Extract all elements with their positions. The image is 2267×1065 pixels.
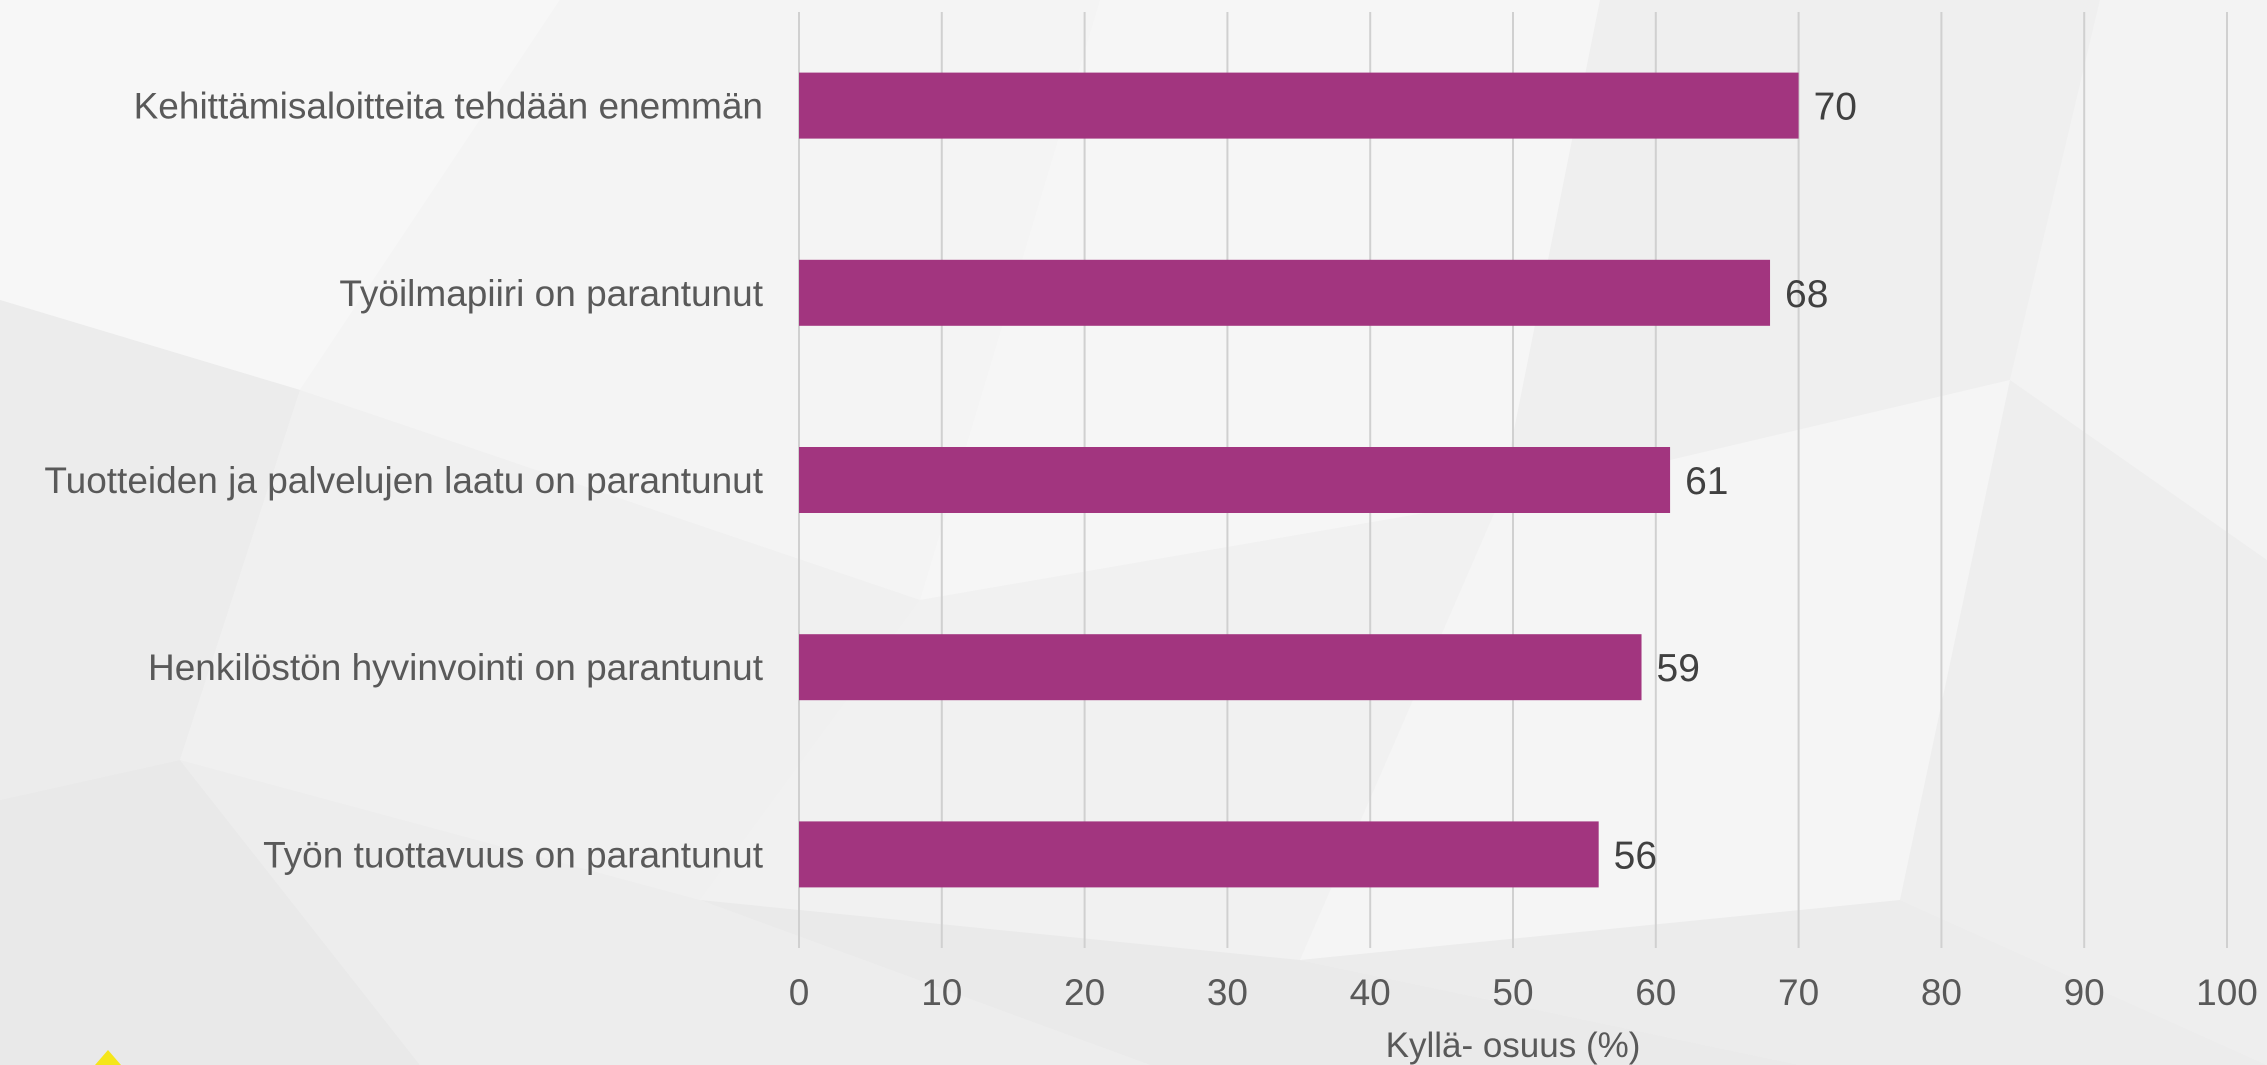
x-tick-label: 0 (789, 972, 810, 1013)
data-label: 56 (1614, 834, 1657, 877)
category-label: Kehittämisaloitteita tehdään enemmän (134, 86, 763, 127)
bars (799, 72, 1799, 888)
data-label: 59 (1657, 647, 1700, 690)
x-tick-label: 90 (2064, 972, 2105, 1013)
bar (799, 72, 1799, 139)
bar (799, 259, 1771, 326)
bar (799, 821, 1599, 888)
x-tick-label: 80 (1921, 972, 1962, 1013)
category-label: Työn tuottavuus on parantunut (263, 834, 764, 875)
data-labels: 70 68 61 59 56 (1614, 86, 1857, 878)
category-label: Tuotteiden ja palvelujen laatu on parant… (44, 460, 763, 501)
bar (799, 634, 1642, 701)
x-tick-label: 60 (1635, 972, 1676, 1013)
bar (799, 447, 1671, 513)
x-tick-label: 100 (2196, 972, 2258, 1013)
data-label: 70 (1814, 86, 1857, 129)
x-tick-label: 20 (1064, 972, 1105, 1013)
category-label: Työilmapiiri on parantunut (339, 273, 763, 314)
x-tick-label: 70 (1778, 972, 1819, 1013)
data-label: 61 (1685, 460, 1728, 503)
category-label: Henkilöstön hyvinvointi on parantunut (148, 647, 764, 688)
category-labels: Kehittämisaloitteita tehdään enemmän Työi… (44, 86, 763, 876)
x-tick-label: 50 (1492, 972, 1533, 1013)
x-tick-label: 30 (1207, 972, 1248, 1013)
x-tick-label: 10 (921, 972, 962, 1013)
x-axis-title: Kyllä- osuus (%) (1386, 1026, 1641, 1065)
x-tick-labels: 0 10 20 30 40 50 60 70 80 90 100 (789, 972, 2258, 1013)
x-tick-label: 40 (1350, 972, 1391, 1013)
accent-triangle (95, 1050, 121, 1065)
data-label: 68 (1785, 273, 1828, 316)
